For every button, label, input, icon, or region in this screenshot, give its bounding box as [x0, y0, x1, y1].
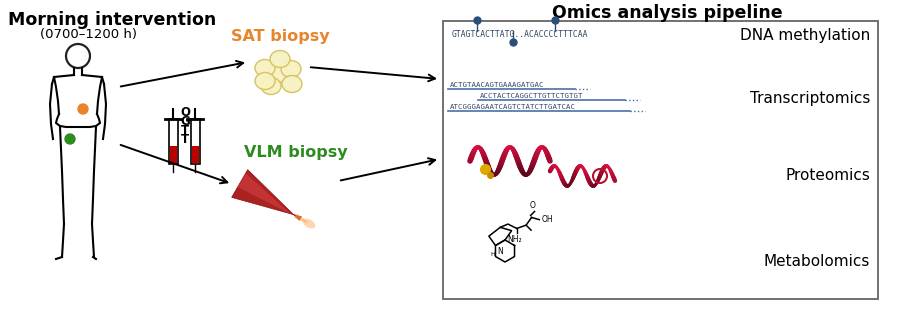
Polygon shape — [238, 173, 292, 214]
Text: Metabolomics: Metabolomics — [763, 254, 870, 269]
Ellipse shape — [255, 60, 275, 77]
Text: N: N — [497, 247, 503, 256]
FancyBboxPatch shape — [170, 146, 177, 163]
Text: SAT biopsy: SAT biopsy — [231, 29, 329, 44]
Ellipse shape — [281, 61, 301, 78]
FancyBboxPatch shape — [169, 119, 178, 164]
Text: ATCGGGAGAATCAGTCTATCTTGATCAC: ATCGGGAGAATCAGTCTATCTTGATCAC — [450, 104, 576, 110]
Text: NH₂: NH₂ — [508, 235, 522, 244]
FancyBboxPatch shape — [443, 21, 878, 299]
Text: VLM biopsy: VLM biopsy — [244, 145, 348, 160]
Text: GTAGTCACTTATG..ACACCCCTTTCAA: GTAGTCACTTATG..ACACCCCTTTCAA — [452, 30, 588, 39]
Circle shape — [65, 134, 75, 144]
Text: (0700–1200 h): (0700–1200 h) — [40, 28, 137, 41]
Text: O: O — [180, 106, 190, 119]
Ellipse shape — [282, 76, 302, 93]
Text: DNA methylation: DNA methylation — [740, 28, 870, 43]
FancyBboxPatch shape — [191, 119, 200, 164]
Circle shape — [78, 104, 88, 114]
Text: OH: OH — [541, 215, 553, 224]
Text: T: T — [181, 133, 189, 146]
FancyBboxPatch shape — [192, 146, 199, 163]
Ellipse shape — [268, 65, 288, 83]
Text: G: G — [180, 115, 190, 128]
Text: H: H — [491, 252, 496, 257]
Polygon shape — [295, 214, 308, 222]
Text: Omics analysis pipeline: Omics analysis pipeline — [552, 4, 782, 22]
Ellipse shape — [270, 50, 290, 68]
Text: Proteomics: Proteomics — [785, 168, 870, 183]
Ellipse shape — [302, 219, 316, 228]
Text: ACTGTAACAGTGAAAGATGAC: ACTGTAACAGTGAAAGATGAC — [450, 82, 544, 88]
Ellipse shape — [255, 72, 275, 90]
Polygon shape — [231, 170, 301, 220]
Ellipse shape — [261, 78, 281, 94]
Text: O: O — [529, 202, 536, 211]
Text: ACCTACTCAGGCTTGTTCTGTGT: ACCTACTCAGGCTTGTTCTGTGT — [480, 93, 584, 99]
Text: Morning intervention: Morning intervention — [8, 11, 216, 29]
Text: T: T — [181, 124, 189, 137]
Text: Transcriptomics: Transcriptomics — [750, 92, 870, 107]
